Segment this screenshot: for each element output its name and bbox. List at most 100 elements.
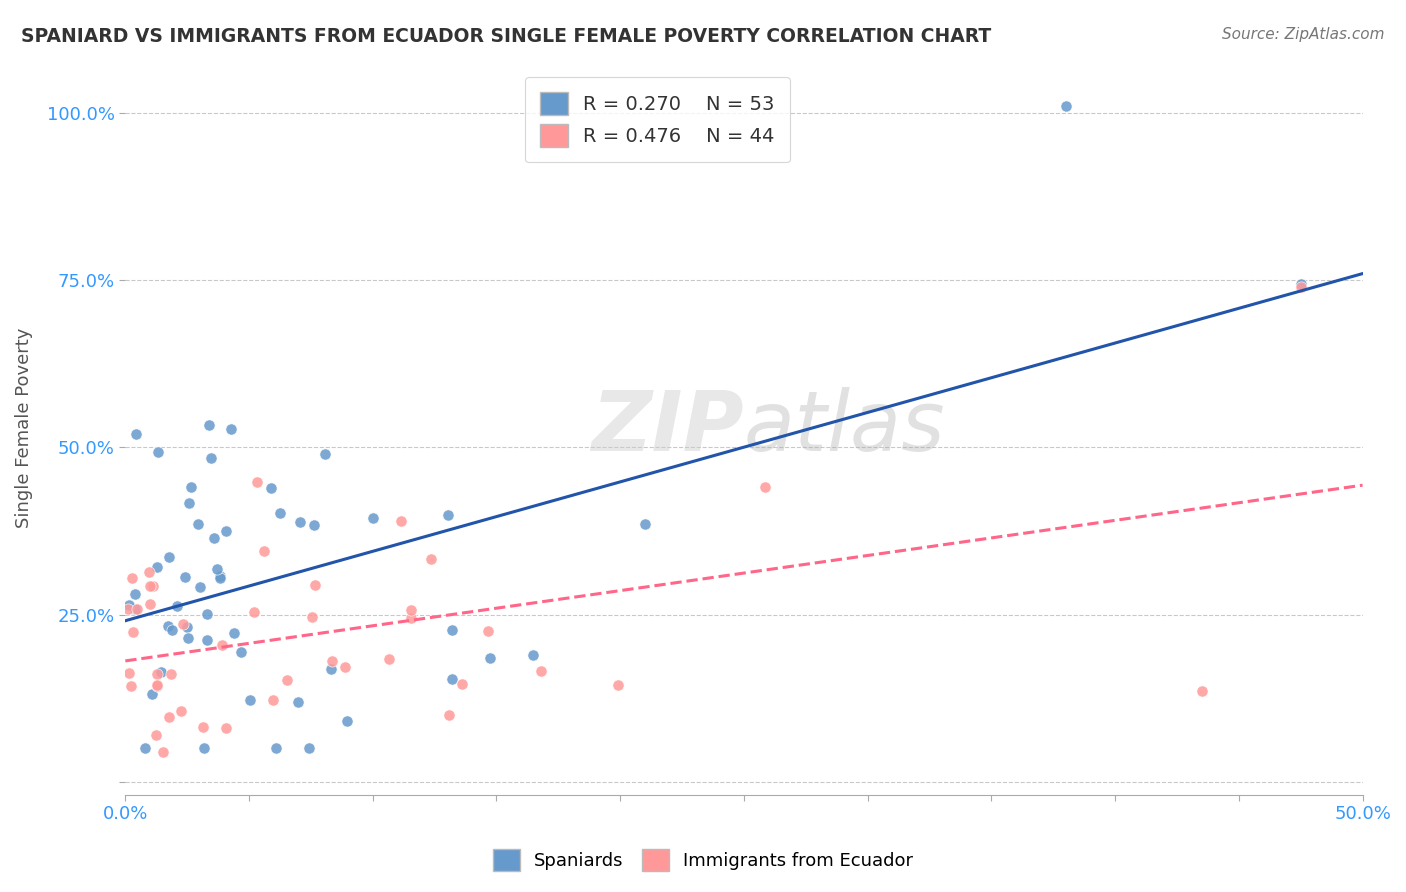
Point: [336, 714, 359, 728]
Point: [522, 648, 544, 663]
Point: [191, 720, 214, 734]
Text: ZIP: ZIP: [592, 387, 744, 467]
Point: [152, 745, 174, 759]
Point: [264, 741, 287, 756]
Text: atlas: atlas: [744, 387, 946, 467]
Point: [166, 599, 188, 613]
Point: [187, 516, 209, 531]
Point: [298, 741, 321, 756]
Point: [262, 692, 284, 706]
Text: SPANIARD VS IMMIGRANTS FROM ECUADOR SINGLE FEMALE POVERTY CORRELATION CHART: SPANIARD VS IMMIGRANTS FROM ECUADOR SING…: [21, 27, 991, 45]
Point: [222, 626, 245, 640]
Point: [172, 617, 194, 632]
Point: [121, 572, 143, 586]
Point: [437, 708, 460, 723]
Point: [195, 632, 218, 647]
Point: [229, 645, 252, 659]
Point: [302, 518, 325, 533]
Point: [269, 507, 291, 521]
Point: [202, 532, 225, 546]
Point: [142, 579, 165, 593]
Point: [173, 570, 195, 584]
Point: [176, 620, 198, 634]
Point: [170, 704, 193, 718]
Point: [335, 660, 357, 674]
Point: [440, 672, 463, 686]
Point: [195, 607, 218, 621]
Point: [246, 475, 269, 489]
Point: [180, 480, 202, 494]
Point: [419, 551, 441, 566]
Point: [239, 692, 262, 706]
Point: [530, 664, 553, 678]
Point: [177, 496, 200, 510]
Point: [156, 619, 179, 633]
Point: [441, 624, 464, 638]
Point: [304, 578, 326, 592]
Point: [399, 603, 422, 617]
Point: [124, 601, 146, 615]
Point: [219, 422, 242, 436]
Point: [1289, 277, 1312, 291]
Point: [314, 447, 336, 461]
Point: [120, 679, 142, 693]
Y-axis label: Single Female Poverty: Single Female Poverty: [15, 327, 32, 527]
Point: [1054, 99, 1077, 113]
Point: [399, 610, 422, 624]
Point: [141, 687, 163, 701]
Point: [117, 601, 139, 615]
Point: [125, 602, 148, 616]
Point: [134, 741, 156, 756]
Point: [193, 741, 215, 756]
Point: [205, 562, 228, 576]
Point: [146, 678, 169, 692]
Point: [118, 665, 141, 680]
Point: [200, 451, 222, 466]
Point: [215, 721, 238, 735]
Point: [361, 511, 384, 525]
Point: [287, 695, 309, 709]
Point: [145, 728, 167, 742]
Point: [149, 665, 172, 679]
Point: [211, 638, 233, 652]
Point: [478, 651, 501, 665]
Point: [754, 480, 776, 494]
Point: [436, 508, 458, 523]
Point: [243, 605, 266, 619]
Point: [139, 579, 162, 593]
Point: [159, 667, 181, 681]
Point: [391, 515, 413, 529]
Point: [378, 651, 401, 665]
Point: [160, 624, 183, 638]
Point: [118, 598, 141, 612]
Point: [125, 427, 148, 442]
Point: [198, 418, 221, 433]
Text: Source: ZipAtlas.com: Source: ZipAtlas.com: [1222, 27, 1385, 42]
Point: [606, 678, 628, 692]
Point: [138, 565, 160, 579]
Point: [451, 677, 474, 691]
Legend: Spaniards, Immigrants from Ecuador: Spaniards, Immigrants from Ecuador: [485, 842, 921, 879]
Point: [321, 662, 343, 676]
Point: [1289, 280, 1312, 294]
Point: [321, 654, 343, 668]
Point: [177, 631, 200, 645]
Point: [188, 580, 211, 594]
Point: [1191, 684, 1213, 698]
Point: [252, 543, 274, 558]
Point: [157, 549, 180, 564]
Point: [146, 667, 169, 681]
Point: [122, 624, 145, 639]
Point: [146, 679, 169, 693]
Point: [276, 673, 298, 687]
Point: [146, 445, 169, 459]
Point: [215, 524, 238, 538]
Point: [157, 709, 180, 723]
Point: [290, 515, 312, 529]
Point: [301, 610, 323, 624]
Point: [139, 597, 162, 611]
Point: [124, 587, 146, 601]
Point: [208, 571, 231, 585]
Legend: R = 0.270    N = 53, R = 0.476    N = 44: R = 0.270 N = 53, R = 0.476 N = 44: [524, 77, 790, 162]
Point: [260, 481, 283, 495]
